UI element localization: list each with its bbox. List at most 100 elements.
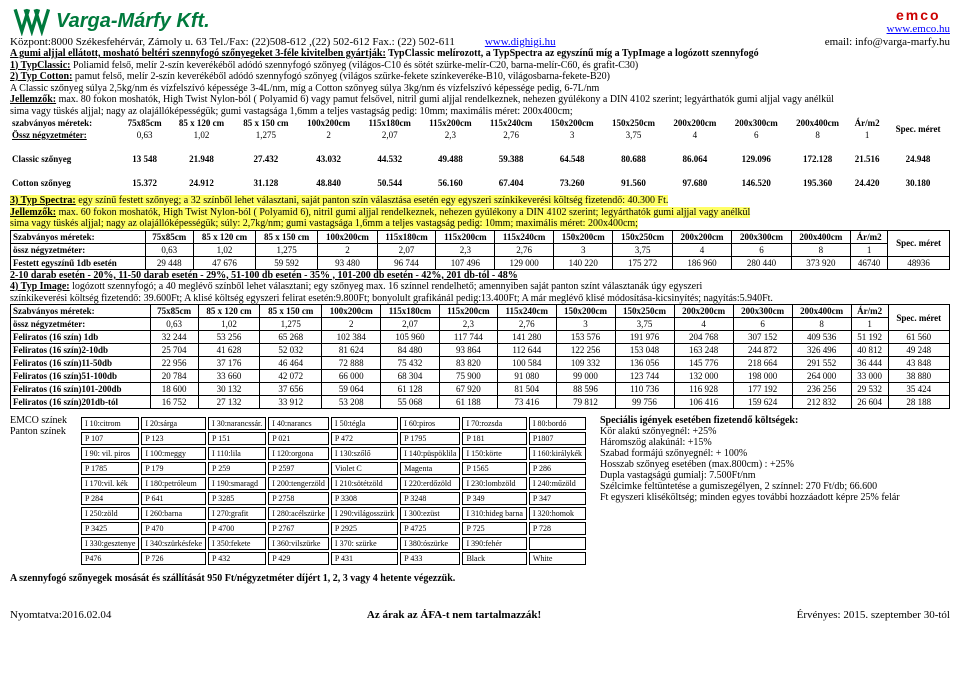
t1-hdr: 200x200cm [664, 117, 725, 129]
intro-1a: A gumi aljjal ellátott, mosható beltéri … [10, 48, 386, 59]
special-item: Szélcimke feltüntetése a gumiszegélyen, … [600, 481, 900, 492]
tbl-val: 264 000 [792, 370, 851, 383]
tbl-val: 72 888 [322, 357, 381, 370]
tbl-hdr: 85 x 150 cm [256, 230, 318, 243]
tbl-hdr: 115x240cm [495, 230, 554, 243]
color-cell: P 286 [529, 462, 586, 475]
dighigi-link[interactable]: www.dighigi.hu [485, 36, 556, 48]
color-cell: P 433 [400, 552, 460, 565]
tbl-label: Szabványos méretek: [11, 305, 151, 318]
color-cell: P 3285 [208, 492, 266, 505]
color-cell: P 3308 [331, 492, 398, 505]
color-labels: EMCO színek Panton színek [10, 415, 67, 437]
color-cell: P 2767 [268, 522, 329, 535]
tbl-nm: 2,3 [436, 243, 495, 256]
special-title: Speciális igények esetében fizetendő köl… [600, 415, 900, 426]
t1-hdr: Ár/m2 [848, 117, 886, 129]
tbl-val: 47 676 [193, 256, 255, 269]
color-cell: P 347 [529, 492, 586, 505]
tbl-hdr: 200x300cm [732, 230, 791, 243]
color-cell: P 151 [208, 432, 266, 445]
color-cell: P 4700 [208, 522, 266, 535]
color-cell: I 280:acélszürke [268, 507, 329, 520]
intro-4: A Classic szőnyeg súlya 2,5kg/nm és vízf… [10, 83, 599, 94]
tbl-val: 46 464 [260, 357, 322, 370]
tbl-val: 30 132 [198, 383, 260, 396]
color-cell: P 179 [141, 462, 206, 475]
color-cell: P 1565 [462, 462, 526, 475]
color-cell: P 3425 [81, 522, 139, 535]
t1-classic-val: 59.388 [481, 153, 542, 165]
tbl-val: 409 536 [792, 331, 851, 344]
tbl-nm: 1 [851, 243, 888, 256]
tbl-val: 48936 [888, 256, 950, 269]
tbl-val: 93 480 [318, 256, 377, 269]
tbl-nm: 2,07 [381, 318, 439, 331]
tbl-val: 53 208 [322, 396, 381, 409]
tbl-val: 68 304 [381, 370, 439, 383]
color-cell: P 181 [462, 432, 526, 445]
tbl-val: 29 448 [145, 256, 193, 269]
tbl-val: 102 384 [322, 331, 381, 344]
tbl-val: 163 248 [674, 344, 733, 357]
tbl-nm: 2,07 [377, 243, 436, 256]
tbl-nm: 3,75 [613, 243, 672, 256]
color-cell: I 370: szürke [331, 537, 398, 550]
tbl-nm: 2,76 [495, 243, 554, 256]
tbl-hdr: 200x400cm [792, 305, 851, 318]
color-cell: P 2758 [268, 492, 329, 505]
color-cell: P 1785 [81, 462, 139, 475]
tbl-row-label: Feliratos (16 szín)51-100db [11, 370, 151, 383]
color-cell: P 3248 [400, 492, 460, 505]
company-logo: Varga-Márfy Kft. [10, 6, 210, 36]
tbl-val: 198 000 [733, 370, 792, 383]
tbl-val: 42 072 [260, 370, 322, 383]
t1-classic-val: 129.096 [726, 153, 787, 165]
tbl-val: 26 604 [851, 396, 888, 409]
tbl-val: 32 244 [150, 331, 198, 344]
t1-hdr: 115x240cm [481, 117, 542, 129]
color-cell: I 90: vil. piros [81, 447, 139, 460]
tbl-val: 100 584 [498, 357, 556, 370]
emco-colors-label: EMCO színek [10, 415, 67, 426]
color-cell: I 160:királykék [529, 447, 586, 460]
special-item: Ft egyszeri kliséköltség; minden egyes t… [600, 492, 900, 503]
tbl-val: 66 000 [322, 370, 381, 383]
tbl-hdr: Ár/m2 [851, 305, 888, 318]
color-cell: I 260:barna [141, 507, 206, 520]
tbl-val: 35 424 [888, 383, 949, 396]
t1-cotton-val: 56.160 [420, 177, 481, 189]
tbl-val: 75 900 [439, 370, 497, 383]
tbl-val: 106 416 [674, 396, 733, 409]
tbl-val: 59 592 [256, 256, 318, 269]
company-name: Varga-Márfy Kft. [56, 10, 210, 33]
tbl-val: 28 188 [888, 396, 949, 409]
sec4-1b: logózott szennyfogó; a 40 meglévő színbő… [70, 281, 703, 292]
tbl-val: 96 744 [377, 256, 436, 269]
t1-cotton-val: 15.372 [120, 177, 170, 189]
color-cell: P476 [81, 552, 139, 565]
emco-link[interactable]: www.emco.hu [887, 23, 950, 35]
tbl-val: 136 056 [615, 357, 674, 370]
tbl-val: 81 504 [498, 383, 556, 396]
t1-nm: 1,02 [169, 129, 233, 141]
sec3-1b: egy színű festett szőnyeg; a 32 színből … [76, 195, 669, 206]
color-cell: Violet C [331, 462, 398, 475]
t1-classic-val: 64.548 [541, 153, 602, 165]
tbl-row-label: Feliratos (16 szín)2-10db [11, 344, 151, 357]
color-cell: P1807 [529, 432, 586, 445]
t1-hdr: 115x200cm [420, 117, 481, 129]
color-cell: I 320:homok [529, 507, 586, 520]
t1-classic-val: 80.688 [603, 153, 664, 165]
tbl-val: 73 416 [498, 396, 556, 409]
color-cell: I 270:grafit [208, 507, 266, 520]
special-costs: Speciális igények esetében fizetendő köl… [600, 415, 900, 503]
color-cell: P 725 [462, 522, 526, 535]
t1-hdr: 115x180cm [359, 117, 420, 129]
color-cell: P 432 [208, 552, 266, 565]
t1-classic-val: 49.488 [420, 153, 481, 165]
tbl-val: 109 332 [556, 357, 615, 370]
color-cell: P 021 [268, 432, 329, 445]
tbl-nm: 2,76 [498, 318, 556, 331]
t1-label-nm: Össz négyzetméter: [10, 129, 120, 141]
